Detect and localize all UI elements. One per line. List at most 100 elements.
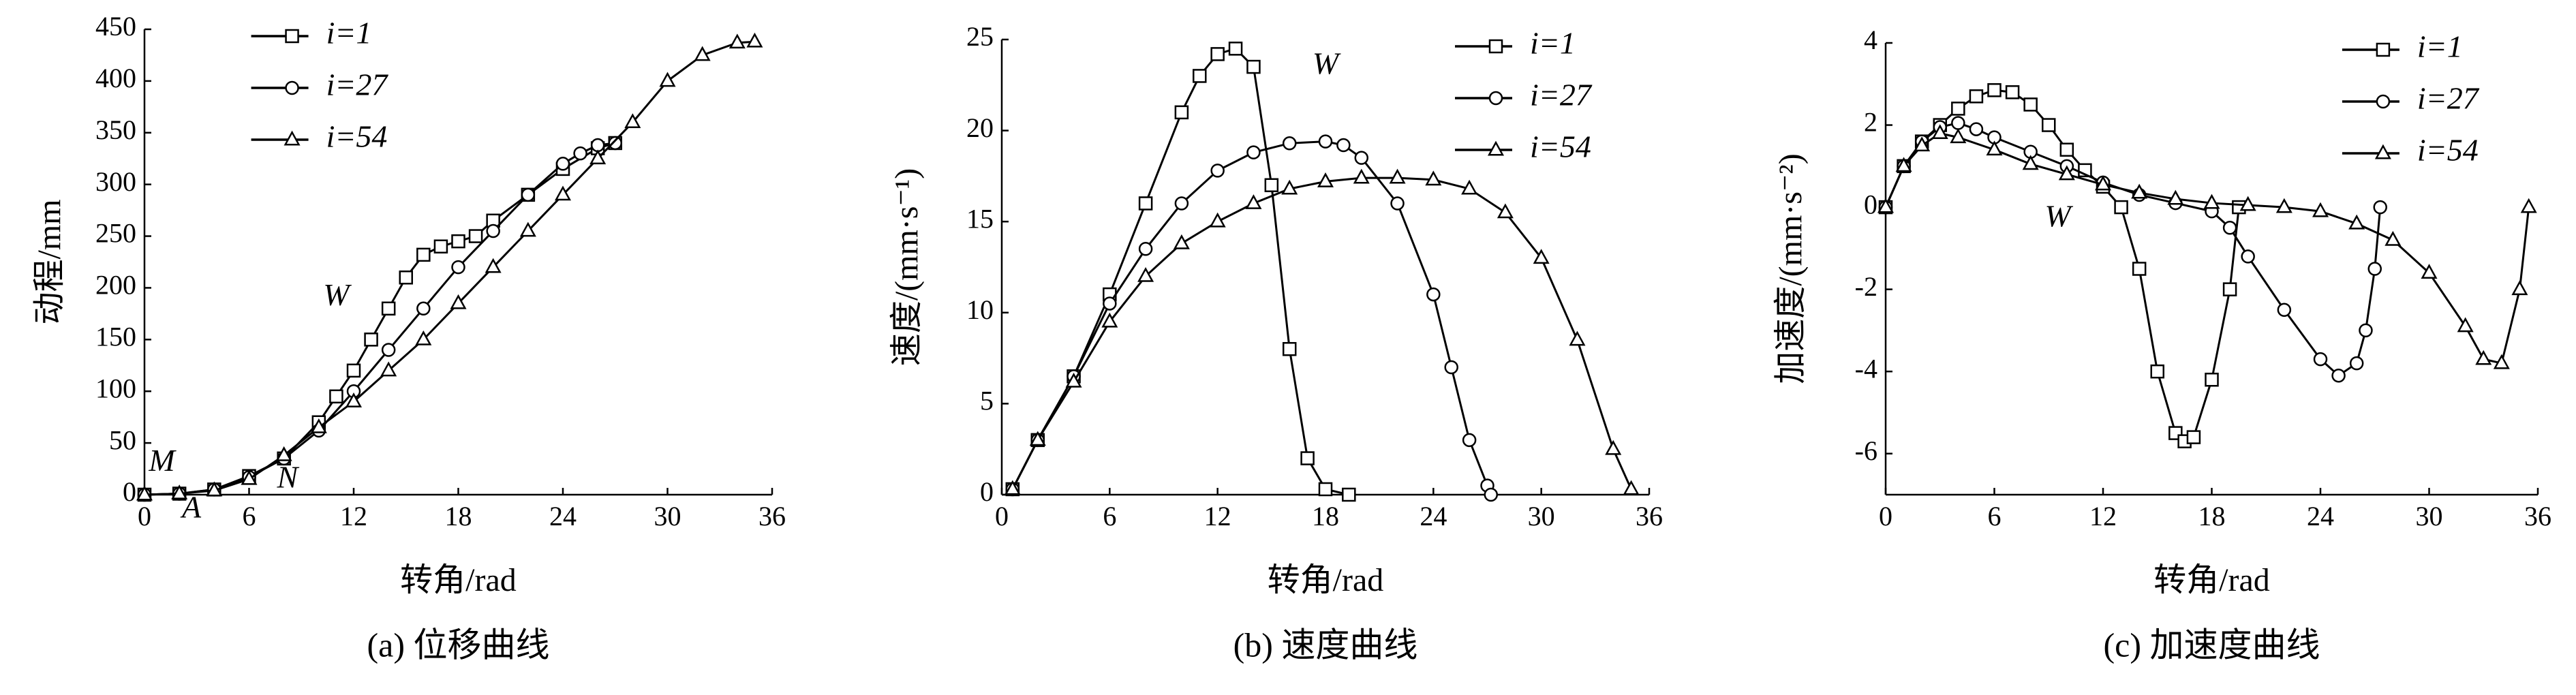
marker xyxy=(1336,138,1351,153)
marker xyxy=(694,46,711,61)
marker xyxy=(608,136,622,151)
x-tick-label: 30 xyxy=(2416,501,2443,531)
marker xyxy=(1210,164,1225,178)
marker xyxy=(590,138,605,153)
legend-marker xyxy=(1488,91,1503,106)
marker xyxy=(2022,155,2039,170)
y-tick-label: 0 xyxy=(123,476,136,507)
marker xyxy=(2421,264,2438,279)
y-tick-label: 25 xyxy=(966,21,994,52)
marker xyxy=(1103,296,1117,311)
x-tick-label: 0 xyxy=(995,501,1009,531)
marker xyxy=(2511,280,2528,296)
y-tick-label: -2 xyxy=(1855,271,1877,302)
legend-marker xyxy=(1488,39,1503,54)
legend-label: i=54 xyxy=(1530,129,1591,164)
marker xyxy=(1969,122,1984,136)
y-tick-label: -4 xyxy=(1855,353,1877,384)
marker xyxy=(521,187,536,202)
legend-marker xyxy=(283,130,301,146)
x-tick-label: 24 xyxy=(2307,501,2334,531)
legend-marker xyxy=(2374,144,2391,159)
marker xyxy=(310,418,327,433)
marker xyxy=(486,223,500,238)
series-line xyxy=(144,142,615,496)
marker xyxy=(2348,214,2365,230)
marker xyxy=(1245,194,1262,209)
series-line xyxy=(144,142,616,496)
marker xyxy=(554,185,572,201)
marker xyxy=(2457,317,2474,333)
caption: (c) 加速度曲线 xyxy=(2104,626,2320,664)
marker xyxy=(381,301,396,316)
annotation: M xyxy=(148,443,177,478)
marker xyxy=(1931,124,1948,140)
legend-label: i=54 xyxy=(2417,133,2479,168)
x-axis-label: 转角/rad xyxy=(2153,562,2270,598)
annotation: W xyxy=(1313,46,1341,81)
y-axis-label: 速度/(mm·s⁻¹) xyxy=(889,168,925,366)
marker xyxy=(171,484,188,499)
marker xyxy=(2132,262,2147,276)
marker xyxy=(1444,360,1458,375)
marker xyxy=(2241,249,2255,264)
marker xyxy=(729,33,746,49)
x-tick-label: 18 xyxy=(1312,501,1339,531)
x-tick-label: 30 xyxy=(1528,501,1555,531)
caption: (b) 速度曲线 xyxy=(1233,626,1418,664)
marker xyxy=(1484,487,1499,502)
x-tick-label: 36 xyxy=(2524,501,2551,531)
marker xyxy=(2094,175,2112,191)
y-tick-label: 2 xyxy=(1864,107,1877,138)
marker xyxy=(1987,83,2002,97)
marker xyxy=(1173,234,1190,249)
marker xyxy=(1318,134,1333,149)
marker xyxy=(1426,287,1441,302)
marker xyxy=(206,481,223,497)
marker xyxy=(2222,282,2237,296)
marker xyxy=(399,271,413,285)
marker xyxy=(573,146,587,161)
caption: (a) 位移曲线 xyxy=(367,626,550,664)
x-tick-label: 0 xyxy=(1879,501,1892,531)
annotation: W xyxy=(2044,199,2073,234)
marker xyxy=(2114,200,2128,215)
legend-label: i=1 xyxy=(1530,26,1576,61)
marker xyxy=(2313,352,2328,367)
legend-label: i=1 xyxy=(326,16,372,50)
marker xyxy=(2042,118,2056,132)
y-tick-label: 150 xyxy=(95,322,136,352)
marker xyxy=(2520,198,2537,213)
legend-marker xyxy=(2376,94,2391,109)
marker xyxy=(1877,198,1895,213)
legend-marker xyxy=(1487,140,1505,156)
marker xyxy=(1533,249,1550,264)
legend-label: i=27 xyxy=(326,67,389,102)
marker xyxy=(1986,140,2003,156)
marker xyxy=(1281,179,1298,195)
marker xyxy=(346,363,361,378)
y-tick-label: 450 xyxy=(95,11,136,42)
y-tick-label: 50 xyxy=(109,424,136,455)
x-tick-label: 18 xyxy=(445,501,472,531)
y-tick-label: 400 xyxy=(95,63,136,93)
marker xyxy=(2023,97,2038,112)
marker xyxy=(1264,178,1279,193)
marker xyxy=(1353,168,1370,184)
marker xyxy=(1951,116,1965,130)
marker xyxy=(2131,183,2148,199)
marker xyxy=(2373,200,2387,215)
x-tick-label: 6 xyxy=(1988,501,2002,531)
marker xyxy=(1004,480,1021,495)
marker xyxy=(589,149,607,165)
marker xyxy=(380,361,397,377)
marker xyxy=(1137,266,1154,282)
marker xyxy=(433,239,448,253)
legend-marker xyxy=(285,29,299,44)
marker xyxy=(1895,157,1912,172)
x-tick-label: 24 xyxy=(1420,501,1447,531)
marker xyxy=(624,113,641,129)
y-axis-label: 加速度/(mm·s⁻²) xyxy=(1773,153,1809,384)
marker xyxy=(1138,196,1153,211)
marker xyxy=(2367,262,2382,276)
